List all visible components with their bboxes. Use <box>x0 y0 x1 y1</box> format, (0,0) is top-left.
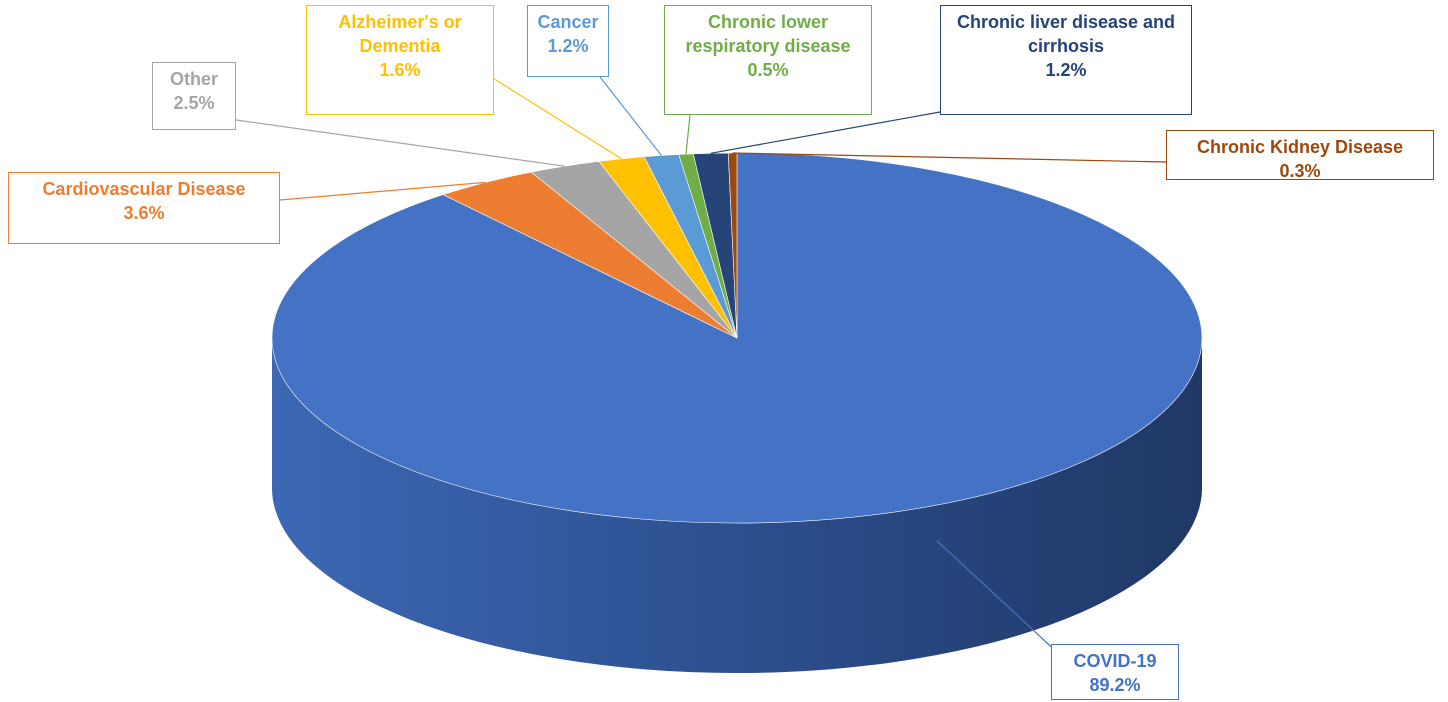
data-label: Chronic Kidney Disease 0.3% <box>1166 130 1434 181</box>
category-label: Chronic liver disease and cirrhosis <box>956 12 1176 56</box>
value-label: 1.2% <box>1045 60 1087 80</box>
leader-line <box>479 69 622 160</box>
value-label: 1.6% <box>379 60 421 80</box>
data-label: Alzheimer's or Dementia 1.6% <box>306 5 494 115</box>
pie-side <box>272 338 1202 673</box>
value-label: 0.3% <box>1279 161 1321 181</box>
leader-line <box>936 540 1061 656</box>
leader-line <box>599 76 662 156</box>
value-label: 89.2% <box>1089 675 1141 695</box>
data-label: Cardiovascular Disease 3.6% <box>8 172 280 244</box>
category-label: Alzheimer's or Dementia <box>338 12 462 56</box>
leader-line <box>732 152 1167 163</box>
category-label: Cardiovascular Disease <box>42 179 246 199</box>
leader-line <box>235 119 565 167</box>
category-label: COVID-19 <box>1073 651 1157 671</box>
leader-line <box>279 181 486 201</box>
value-label: 0.5% <box>747 60 789 80</box>
leader-line <box>685 114 691 155</box>
data-label: Cancer 1.2% <box>527 5 609 77</box>
value-label: 3.6% <box>123 203 165 223</box>
data-label: COVID-19 89.2% <box>1051 644 1179 700</box>
data-label: Other 2.5% <box>152 62 236 130</box>
leader-line <box>710 111 941 154</box>
category-label: Chronic Kidney Disease <box>1196 137 1404 157</box>
data-label: Chronic lower respiratory disease 0.5% <box>664 5 872 115</box>
category-label: Cancer <box>537 12 599 32</box>
value-label: 1.2% <box>547 36 589 56</box>
category-label: Chronic lower respiratory disease <box>685 12 851 56</box>
value-label: 2.5% <box>173 93 215 113</box>
category-label: Other <box>169 69 218 89</box>
data-label: Chronic liver disease and cirrhosis 1.2% <box>940 5 1192 115</box>
pie-slice <box>271 152 1203 524</box>
